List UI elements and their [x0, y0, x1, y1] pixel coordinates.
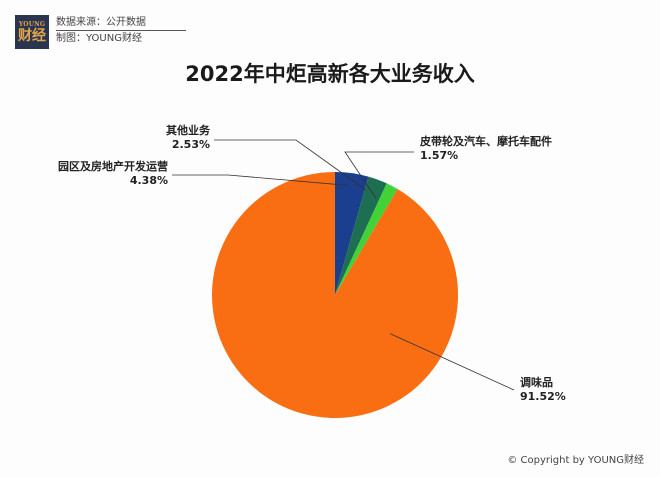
slice-label-0: 调味品 — [520, 375, 553, 389]
leader-line-2 — [214, 139, 367, 191]
leader-line-1 — [172, 174, 348, 186]
source-block: 数据来源：公开数据 制图：YOUNG财经 — [56, 15, 186, 47]
pie-slice-3 — [335, 183, 398, 295]
copyright-text: © Copyright by YOUNG财经 — [507, 455, 644, 466]
source-divider — [56, 30, 186, 31]
slice-label-2: 其他业务 — [166, 123, 211, 137]
slice-label-3: 皮带轮及汽车、摩托车配件 — [419, 134, 552, 148]
slice-percent-2: 2.53% — [172, 138, 210, 151]
leader-line-3 — [344, 151, 414, 199]
chart-maker-text: 制图：YOUNG财经 — [56, 33, 142, 44]
leader-line-0 — [390, 333, 515, 391]
slice-label-1: 园区及房地产开发运营 — [58, 159, 168, 173]
brand-logo: YOUNG 财经 — [15, 15, 49, 49]
pie-slice-1 — [335, 172, 369, 295]
pie-slice-0 — [212, 172, 459, 418]
logo-text-top: YOUNG — [18, 20, 46, 28]
slice-percent-3: 1.57% — [420, 149, 458, 162]
data-source-text: 数据来源：公开数据 — [56, 17, 146, 28]
chart-title: 2022年中炬高新各大业务收入 — [185, 62, 475, 86]
logo-text-bottom: 财经 — [18, 27, 46, 44]
slice-percent-1: 4.38% — [130, 174, 168, 187]
slice-percent-0: 91.52% — [520, 390, 566, 403]
pie-slice-2 — [335, 176, 387, 295]
